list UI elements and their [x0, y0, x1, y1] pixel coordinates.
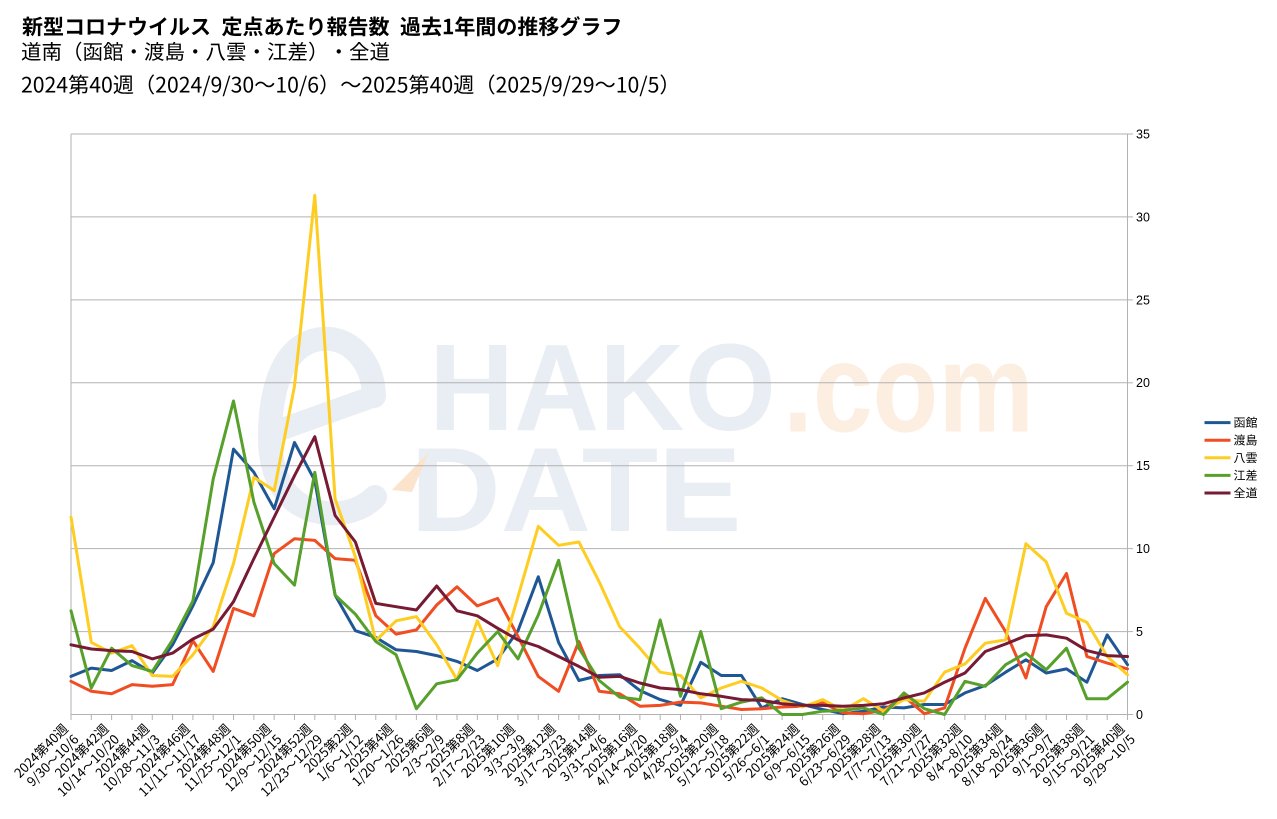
svg-text:5: 5: [1136, 625, 1143, 639]
svg-text:30: 30: [1136, 210, 1150, 224]
svg-text:0: 0: [1136, 708, 1143, 722]
svg-text:35: 35: [1136, 127, 1150, 141]
svg-text:HAKO: HAKO: [429, 319, 776, 457]
svg-text:.com: .com: [783, 318, 1034, 459]
svg-text:10: 10: [1136, 542, 1150, 556]
svg-text:20: 20: [1136, 376, 1150, 390]
svg-text:DATE: DATE: [411, 424, 742, 557]
svg-text:15: 15: [1136, 459, 1150, 473]
svg-text:25: 25: [1136, 293, 1150, 307]
